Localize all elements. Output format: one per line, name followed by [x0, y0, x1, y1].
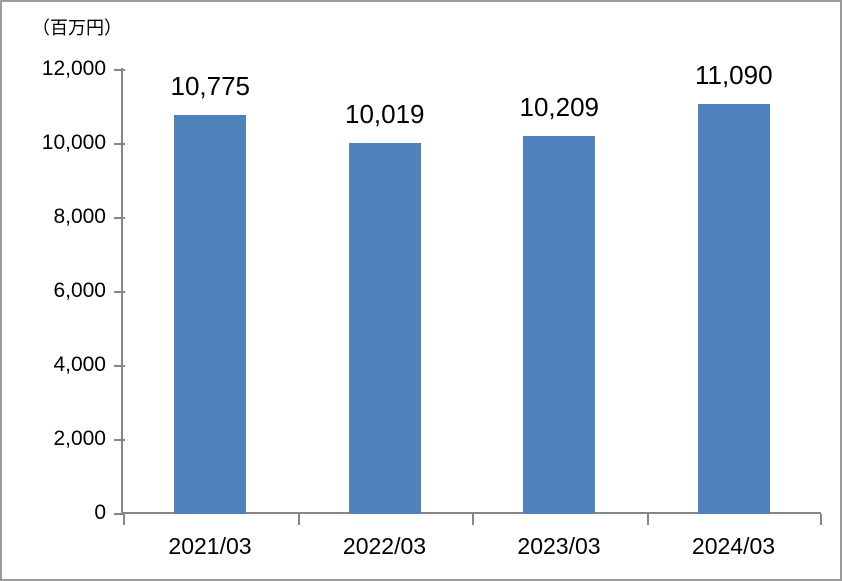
y-axis-tick-mark	[114, 69, 125, 71]
x-axis-line	[121, 512, 821, 514]
x-axis-tick-mark	[123, 514, 125, 525]
x-axis-tick-mark	[646, 514, 649, 525]
y-axis-tick-mark	[114, 217, 125, 219]
y-axis-tick-label: 6,000	[53, 279, 106, 302]
bar-value-label: 10,775	[170, 71, 251, 101]
x-axis-tick-mark	[820, 514, 822, 525]
bar-2021/03	[174, 115, 247, 514]
bar-value-label: 10,209	[519, 92, 600, 122]
bar-value-label: 10,019	[344, 99, 425, 129]
y-axis-tick-label: 2,000	[53, 427, 106, 450]
x-axis-tick-mark	[472, 514, 474, 525]
x-axis-tick-mark	[297, 514, 300, 525]
y-axis-tick-label: 0	[94, 501, 106, 524]
x-axis-category-label: 2024/03	[691, 533, 776, 559]
bar-2023/03	[523, 136, 596, 514]
y-axis-tick-mark	[114, 513, 125, 515]
bar-2024/03	[697, 104, 770, 514]
y-axis-tick-mark	[114, 365, 125, 367]
y-axis-tick-label: 12,000	[41, 57, 106, 80]
bar-value-label: 11,090	[694, 60, 773, 90]
x-axis-category-label: 2023/03	[517, 533, 601, 559]
bar-2022/03	[348, 143, 421, 514]
y-axis-tick-label: 10,000	[41, 131, 106, 154]
y-axis-unit-label: （百万円）	[32, 18, 122, 38]
y-axis-tick-label: 8,000	[53, 205, 106, 228]
y-axis-tick-label: 4,000	[53, 353, 106, 376]
y-axis-tick-mark	[114, 291, 125, 293]
x-axis-category-label: 2021/03	[168, 533, 252, 559]
y-axis-tick-mark	[114, 143, 125, 145]
x-axis-category-label: 2022/03	[342, 533, 427, 559]
y-axis-tick-mark	[114, 439, 125, 441]
